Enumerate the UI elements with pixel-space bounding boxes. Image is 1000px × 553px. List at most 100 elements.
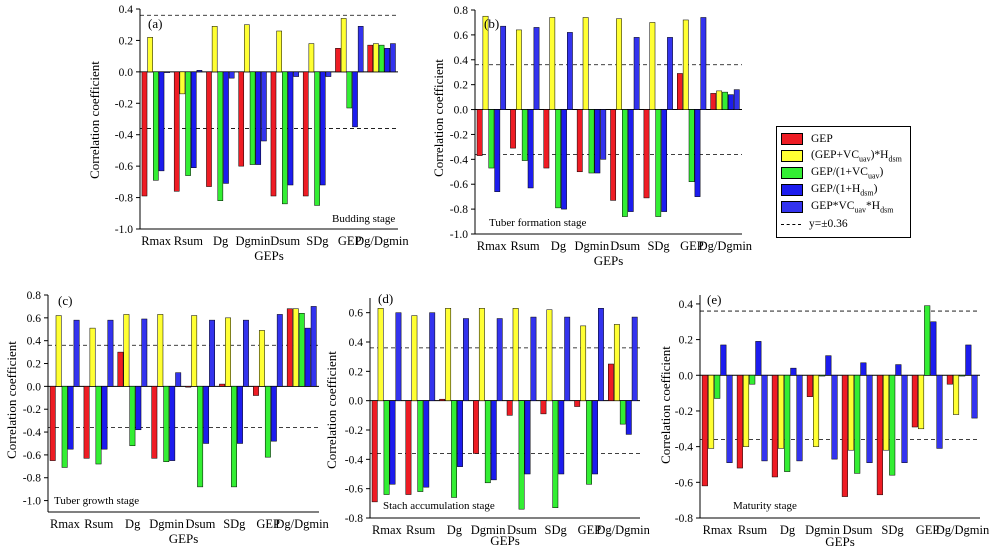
y-tick-label: 0.8 bbox=[454, 5, 469, 17]
bar-GEP_VC_H-GEP bbox=[340, 18, 347, 73]
bar-GEP_VC_H_prod-GEP bbox=[700, 17, 707, 110]
y-tick-label: 0.0 bbox=[119, 67, 134, 79]
bar-GEP_1_VC-Dg bbox=[784, 375, 791, 472]
y-tick-label: 0.4 bbox=[119, 4, 134, 16]
bar-GEP_1_VC-Dgmin bbox=[163, 386, 170, 462]
bar-GEP_1_VC-SDg bbox=[231, 386, 237, 488]
chart-panel-d: 0.6 0.4 0.2 0.0 -0.2 -0.4 -0.6 -0.8 Rmax Rsum Dg Dg… bbox=[324, 291, 651, 548]
bar-GEP_VC_H-Rmax bbox=[708, 375, 715, 449]
bar-GEP_VC_H_prod-Rsum bbox=[107, 319, 114, 387]
bar-GEP_1_H-Dgmin bbox=[169, 386, 176, 461]
bar-GEP_VC_H-Dg bbox=[549, 17, 556, 110]
bar-GEP_VC_H_prod-Dsum bbox=[866, 375, 873, 463]
x-tick-label: Dgmin bbox=[574, 239, 609, 253]
x-tick-label: Dg/Dgmin bbox=[355, 234, 409, 248]
bar-GEP_1_VC-Dg bbox=[555, 109, 562, 209]
bar-GEP_1_H-Dg bbox=[223, 71, 229, 184]
bar-GEP_VC_H-Dsum bbox=[848, 375, 855, 451]
bar-GEP-Dg bbox=[771, 375, 778, 478]
bar-GEP_VC_H-Dg bbox=[123, 314, 130, 387]
y-tick-label: 0.4 bbox=[454, 55, 469, 67]
y-tick-label: 0.4 bbox=[349, 337, 364, 349]
x-axis-title: GEPs bbox=[825, 534, 855, 549]
bar-GEP-Rmax bbox=[371, 400, 378, 503]
bar-GEP_1_VC-Dsum bbox=[622, 109, 628, 217]
bar-GEP_1_VC-Dgmin bbox=[484, 400, 491, 484]
bar-GEP_VC_H-Dgmin bbox=[244, 24, 250, 73]
bar-GEP-Dg/Dgmin bbox=[946, 375, 953, 385]
bar-GEP_VC_H-Rmax bbox=[147, 37, 153, 73]
bar-GEP_VC_H_prod-Dg/Dgmin bbox=[971, 375, 978, 419]
bar-GEP_VC_H-Dg/Dgmin bbox=[716, 90, 723, 110]
bar-GEP-Dgmin bbox=[576, 109, 583, 173]
bar-GEP_1_VC-Rmax bbox=[61, 386, 68, 468]
y-tick-label: -0.4 bbox=[345, 454, 363, 466]
bar-GEP_VC_H_prod-SDg bbox=[901, 375, 908, 463]
bar-GEP_VC_H-SDg bbox=[225, 317, 231, 387]
bar-GEP-Dgmin bbox=[238, 71, 245, 167]
bar-GEP_VC_H-Rsum bbox=[743, 375, 750, 447]
y-tick-label: -0.2 bbox=[23, 404, 41, 416]
bar-GEP_VC_H_prod-SDg bbox=[667, 37, 673, 110]
bar-GEP_1_H-SDg bbox=[895, 364, 902, 376]
bar-GEP_VC_H_prod-Dgmin bbox=[496, 318, 503, 401]
bar-GEP-GEP bbox=[253, 386, 259, 396]
bar-GEP_VC_H_prod-Rsum bbox=[196, 70, 203, 73]
y-tick-label: 0.8 bbox=[27, 290, 42, 302]
bar-GEP_1_H-Dg/Dgmin bbox=[384, 48, 391, 73]
y-tick-label: -0.6 bbox=[450, 179, 468, 191]
bar-GEP_VC_H_prod-Rmax bbox=[164, 71, 170, 73]
y-tick-label: -0.2 bbox=[675, 406, 693, 418]
bar-GEP-Dgmin bbox=[473, 400, 479, 454]
bar-GEP_VC_H-Dg bbox=[778, 375, 785, 449]
bar-GEP-GEP bbox=[677, 73, 683, 110]
bar-GEP_1_H-GEP bbox=[270, 386, 277, 442]
panel-label: (b) bbox=[484, 16, 499, 31]
y-tick-label: -0.6 bbox=[345, 484, 363, 496]
x-tick-label: Dgmin bbox=[805, 523, 840, 537]
bar-GEP_VC_H_prod-Dg bbox=[463, 318, 469, 401]
bar-GEP_VC_H_prod-Dgmin bbox=[175, 372, 182, 387]
y-tick-label: 0.0 bbox=[679, 370, 694, 382]
bar-GEP_VC_H_prod-Rmax bbox=[726, 375, 733, 463]
bar-GEP_1_VC-GEP bbox=[264, 386, 271, 458]
x-tick-label: SDg bbox=[223, 517, 246, 531]
bar-GEP_1_VC-Rsum bbox=[95, 386, 102, 465]
x-tick-label: Dg/Dgmin bbox=[699, 239, 753, 253]
bar-GEP_VC_H-Dg/Dgmin bbox=[613, 324, 620, 401]
y-tick-label: -1.0 bbox=[23, 496, 41, 508]
bar-GEP_1_H-Rsum bbox=[527, 109, 534, 189]
x-tick-label: Dsum bbox=[507, 523, 537, 537]
bar-GEP_1_H-SDg bbox=[558, 400, 565, 475]
bar-GEP_1_H-Dgmin bbox=[255, 71, 262, 165]
bar-GEP_1_VC-Rmax bbox=[383, 400, 390, 495]
bar-GEP-Dsum bbox=[610, 109, 617, 201]
bar-GEP_VC_H-Dgmin bbox=[813, 375, 820, 447]
bar-GEP_1_H-Dg bbox=[790, 367, 797, 376]
stage-annotation: Budding stage bbox=[332, 213, 395, 225]
bar-GEP-SDg bbox=[219, 383, 226, 387]
bar-GEP_1_H-Rmax bbox=[389, 400, 396, 485]
bar-GEP_1_VC-GEP bbox=[346, 71, 353, 109]
chart-panel-e: 0.4 0.2 0.0 -0.2 -0.4 -0.6 -0.8 Rmax Rsum Dg Dgmin… bbox=[658, 292, 990, 549]
bar-GEP_VC_H-Dg/Dgmin bbox=[373, 43, 379, 73]
bar-GEP_1_H-Rsum bbox=[190, 71, 197, 168]
x-tick-label: Dg bbox=[125, 517, 141, 531]
y-tick-label: -0.4 bbox=[450, 154, 468, 166]
bar-GEP_VC_H-GEP bbox=[258, 330, 265, 387]
chart-panel-b: 0.8 0.6 0.4 0.2 0.0 -0.2 -0.4 -0.6 -0.8 -1.0 Rmax R… bbox=[431, 5, 753, 268]
bar-GEP_VC_H_prod-Dsum bbox=[209, 319, 215, 387]
bar-GEP_VC_H_prod-GEP bbox=[357, 26, 364, 73]
y-axis-title: Correlation coefficient bbox=[431, 59, 446, 177]
bar-GEP_VC_H-Dgmin bbox=[157, 314, 164, 387]
legend-swatch bbox=[781, 201, 803, 213]
bar-GEP_VC_H-Dgmin bbox=[478, 308, 485, 401]
legend-label: GEP/(1+Hdsm) bbox=[811, 182, 878, 198]
legend-label: GEP*VCuav*Hdsm bbox=[811, 199, 894, 215]
bar-GEP_VC_H_prod-Dsum bbox=[633, 37, 640, 110]
bar-GEP-Rmax bbox=[701, 375, 708, 487]
bar-GEP_1_VC-Rmax bbox=[153, 71, 159, 181]
bar-GEP_1_H-Rsum bbox=[423, 400, 430, 488]
bar-GEP-GEP bbox=[911, 375, 918, 428]
bar-GEP_1_H-Dg/Dgmin bbox=[304, 327, 311, 387]
